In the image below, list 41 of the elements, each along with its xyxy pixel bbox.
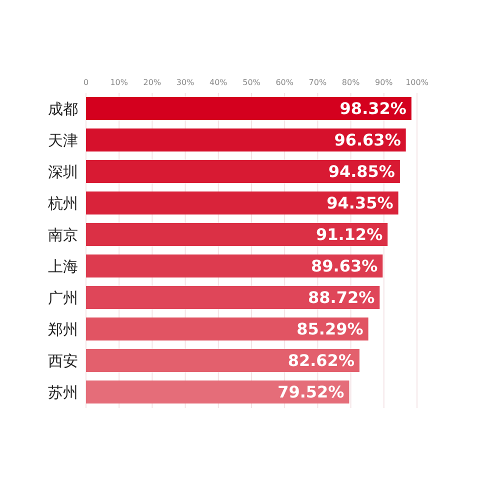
bar (86, 349, 360, 372)
bar (86, 128, 406, 152)
data-label: 96.63% (334, 130, 401, 150)
x-tick-label: 30% (176, 78, 195, 87)
x-tick-label: 80% (342, 78, 360, 87)
y-tick-label: 成都 (48, 100, 78, 118)
data-label: 94.35% (326, 194, 394, 213)
data-label: 91.12% (316, 225, 383, 244)
y-tick-label: 苏州 (48, 384, 78, 402)
bar (86, 192, 398, 214)
y-tick-label: 广州 (48, 289, 78, 308)
x-tick-label: 60% (276, 78, 294, 87)
bar (86, 286, 380, 309)
data-label: 89.63% (311, 256, 378, 276)
bar (86, 97, 412, 120)
data-label: 98.32% (340, 99, 406, 118)
data-label: 94.85% (328, 162, 395, 182)
y-tick-label: 深圳 (48, 163, 78, 182)
y-tick-label: 西安 (48, 352, 78, 370)
x-tick-label: 40% (210, 78, 228, 87)
data-label: 82.62% (288, 351, 354, 370)
y-tick-label: 上海 (48, 258, 78, 276)
y-tick-label: 天津 (48, 132, 78, 150)
bar (86, 318, 368, 340)
x-tick-label: 20% (143, 78, 162, 87)
x-tick-label: 50% (242, 78, 261, 87)
x-tick-label: 0 (83, 78, 89, 87)
bar (86, 223, 388, 246)
x-tick-label: 100% (406, 78, 429, 87)
data-label: 79.52% (278, 382, 344, 402)
y-tick-label: 南京 (48, 226, 78, 244)
bar (86, 160, 400, 183)
x-tick-label: 10% (110, 78, 128, 87)
x-tick-label: 90% (375, 78, 394, 87)
bar (86, 380, 350, 404)
x-tick-label: 70% (308, 78, 327, 87)
data-label: 85.29% (296, 320, 364, 339)
bar (86, 254, 383, 278)
y-tick-label: 杭州 (47, 194, 78, 213)
y-tick-label: 郑州 (48, 320, 78, 339)
data-label: 88.72% (308, 288, 375, 308)
